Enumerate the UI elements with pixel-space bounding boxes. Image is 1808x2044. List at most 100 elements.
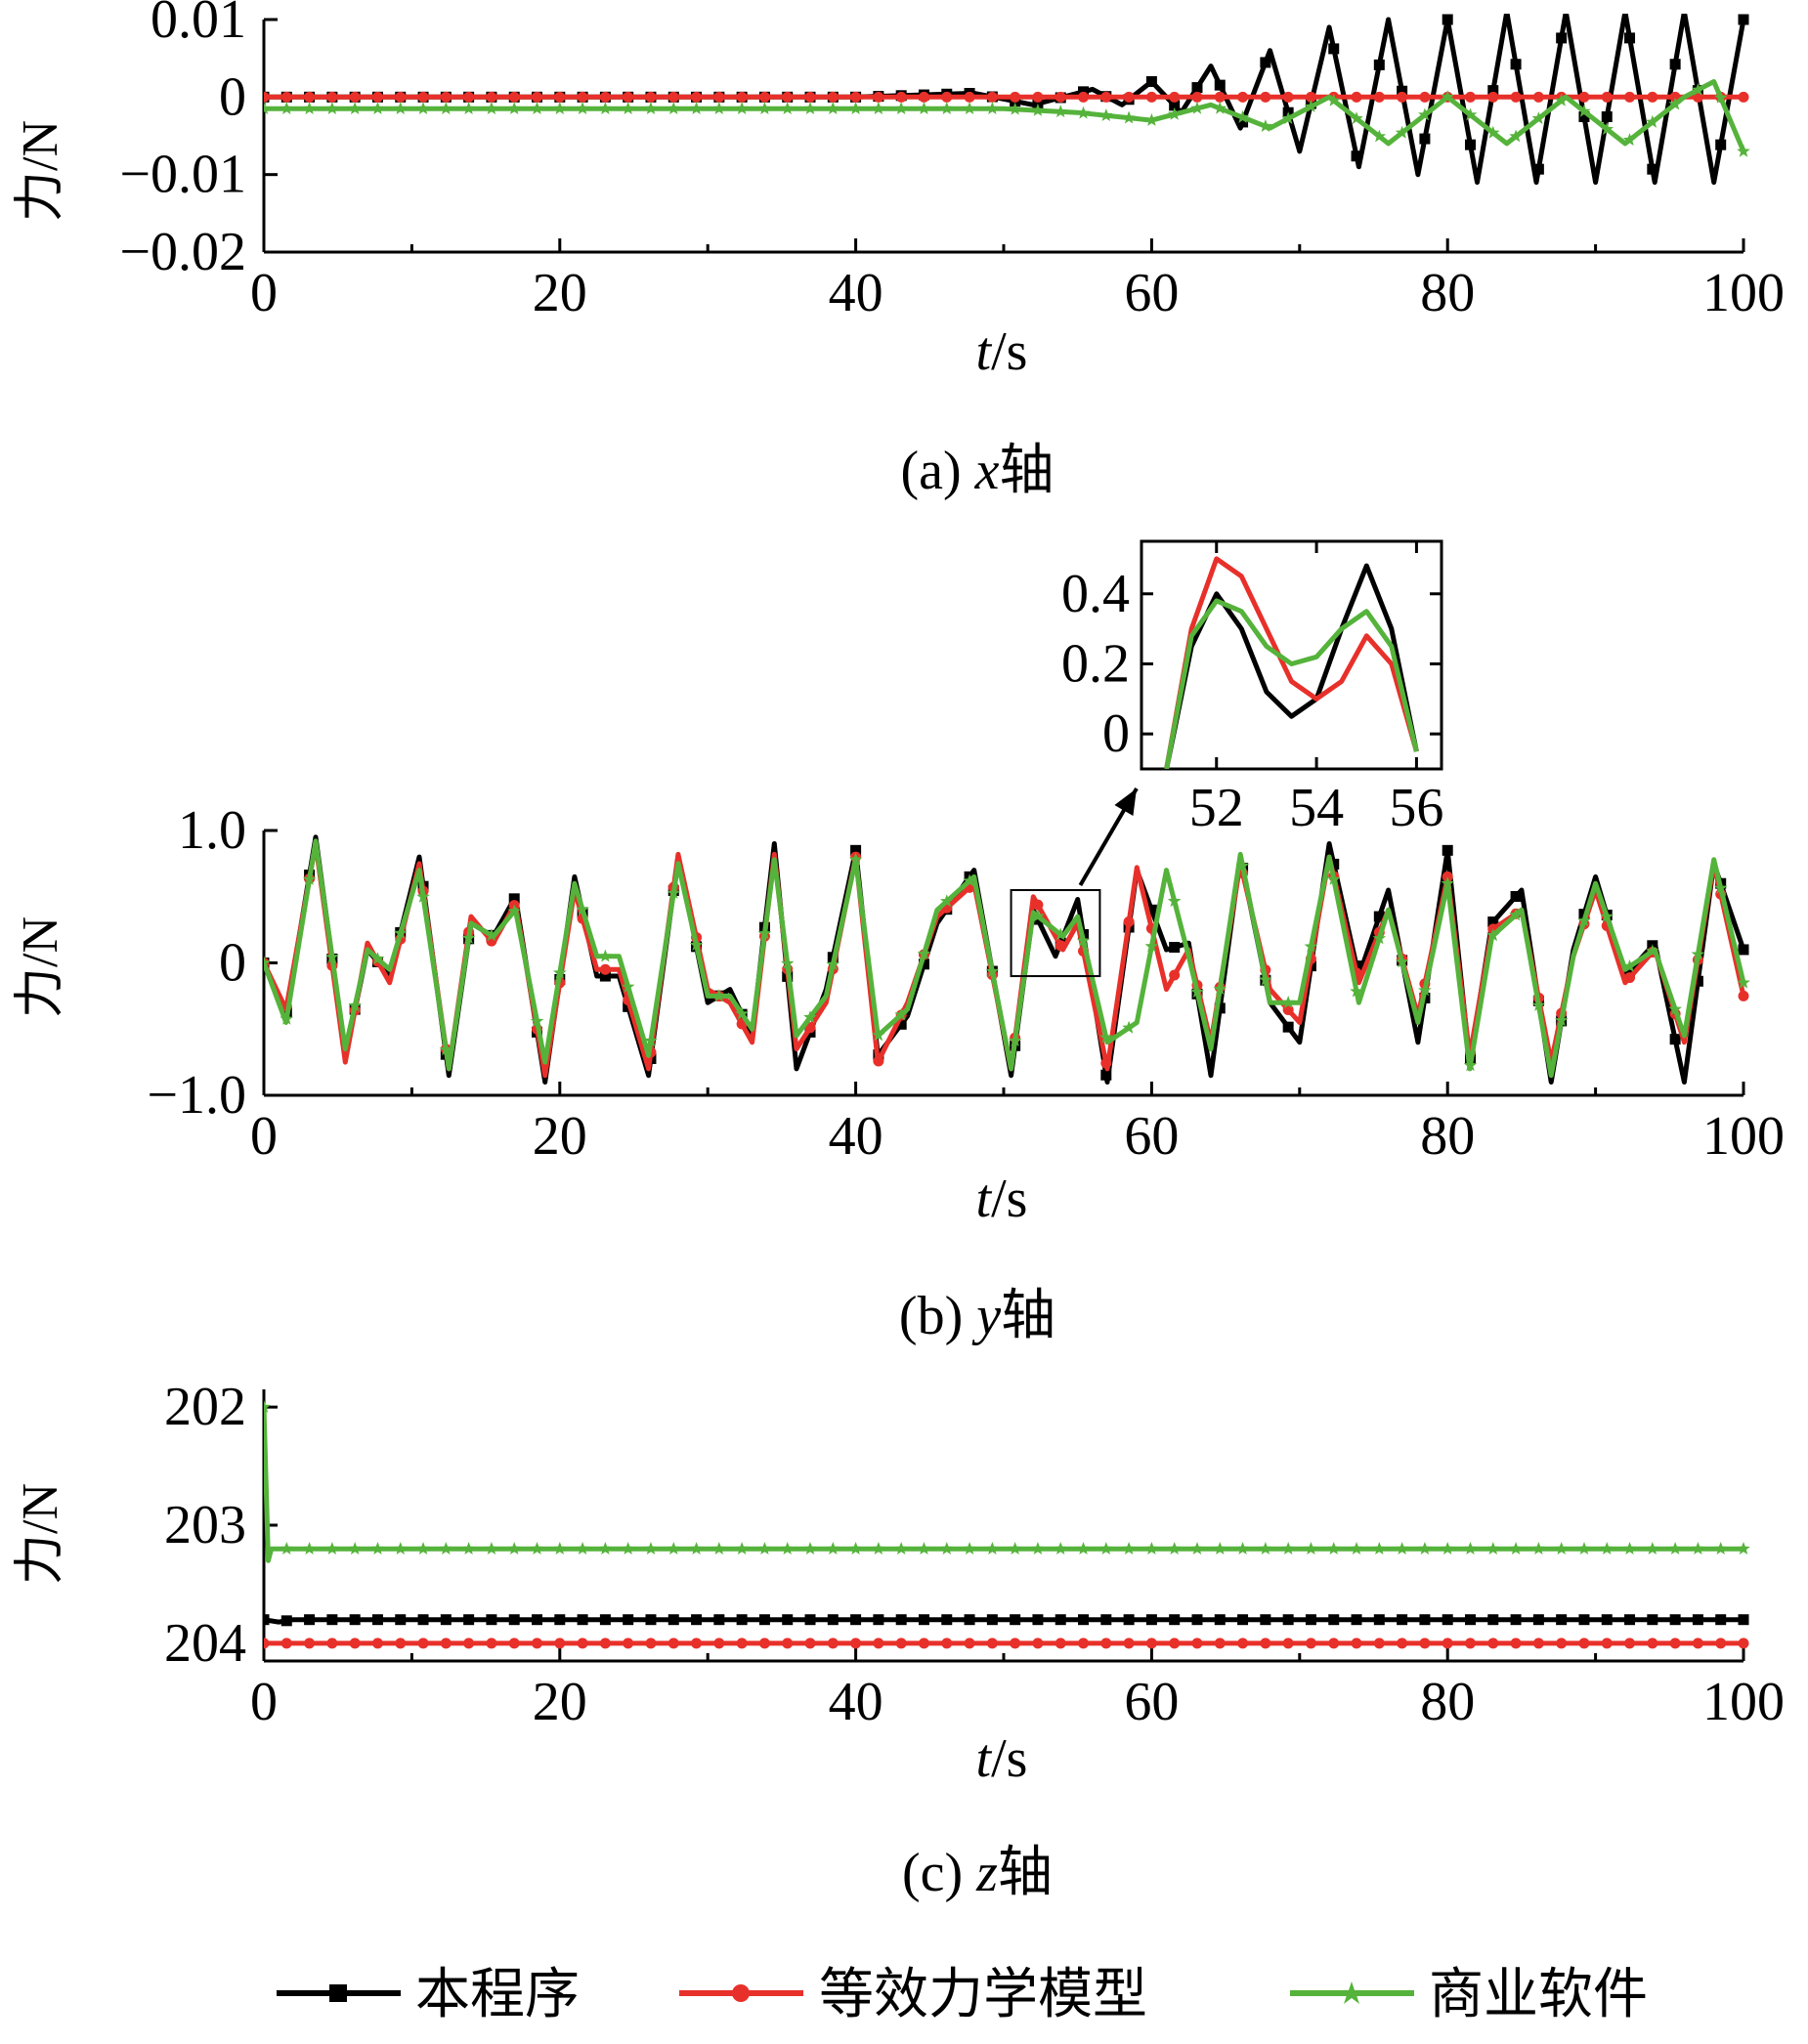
marker-square [918, 958, 929, 970]
marker-star [576, 1542, 589, 1554]
marker-square [1260, 1614, 1271, 1626]
marker-square [1373, 911, 1385, 922]
marker-square [1214, 79, 1226, 91]
marker-star [757, 1542, 772, 1554]
marker-circle [1624, 91, 1636, 103]
marker-star [1235, 858, 1250, 872]
legend-label-1: 等效力学模型 [819, 1965, 1147, 2025]
marker-square [964, 1614, 975, 1626]
x-tick-label: 80 [1420, 1672, 1475, 1732]
marker-star [264, 956, 271, 969]
marker-circle [1123, 91, 1135, 103]
marker-circle [964, 91, 975, 103]
y-tick-label: 203 [164, 1495, 246, 1555]
marker-star [302, 1542, 317, 1554]
marker-square [1487, 916, 1499, 928]
marker-star [485, 102, 498, 114]
marker-square [1624, 965, 1636, 977]
marker-circle [264, 91, 270, 103]
marker-circle [599, 91, 611, 103]
marker-circle [1169, 91, 1181, 103]
marker-circle [1373, 91, 1385, 103]
x-tick-label: 80 [1420, 1106, 1475, 1167]
marker-square [623, 1614, 634, 1626]
marker-square [941, 1614, 953, 1626]
marker-star [1213, 1542, 1227, 1554]
marker-square [463, 1614, 475, 1626]
marker-star [780, 1542, 795, 1554]
legend-label-0: 本程序 [415, 1965, 580, 2025]
marker-square [1624, 32, 1636, 44]
legend-marker-circle [732, 1984, 750, 2002]
marker-circle [964, 1638, 975, 1649]
x-tick-label: 60 [1124, 1672, 1179, 1732]
marker-star [1326, 872, 1341, 885]
y-tick-label: 0 [219, 66, 246, 127]
marker-square [1123, 1614, 1135, 1626]
marker-star [1350, 984, 1363, 998]
marker-circle [1145, 91, 1157, 103]
marker-star [1395, 955, 1409, 968]
marker-star [872, 1028, 885, 1042]
marker-square [1601, 1614, 1613, 1626]
marker-star [735, 1542, 749, 1554]
marker-star [1031, 909, 1045, 922]
marker-circle [1601, 1638, 1613, 1649]
marker-square [440, 1614, 452, 1626]
marker-star [1190, 1542, 1204, 1554]
marker-circle [713, 1638, 725, 1649]
inset-y-tick-label: 0 [1102, 703, 1130, 764]
marker-square [554, 1614, 566, 1626]
marker-star [485, 928, 498, 942]
marker-star [1418, 107, 1432, 121]
x-tick-label: 60 [1124, 1106, 1179, 1167]
marker-star [1099, 108, 1113, 121]
marker-star [1554, 1542, 1569, 1554]
marker-star [1463, 1058, 1478, 1072]
x-tick-label: 100 [1702, 263, 1785, 323]
marker-square [1578, 1614, 1590, 1626]
marker-circle [1510, 1638, 1522, 1649]
inset-series-group [1164, 556, 1419, 769]
marker-square [1510, 890, 1522, 902]
marker-circle [873, 91, 884, 103]
marker-star [1713, 1542, 1728, 1554]
marker-star [1737, 144, 1750, 157]
marker-star [1054, 1542, 1067, 1554]
marker-circle [1010, 91, 1021, 103]
marker-star [394, 926, 408, 939]
marker-square [1328, 858, 1340, 870]
marker-square [1169, 942, 1181, 954]
marker-star [461, 102, 476, 114]
marker-star [598, 102, 613, 114]
marker-circle [1214, 91, 1226, 103]
marker-square [326, 1614, 338, 1626]
marker-square [1601, 110, 1613, 122]
marker-square [264, 1614, 270, 1626]
marker-square [1624, 1614, 1636, 1626]
marker-circle [1578, 1638, 1590, 1649]
marker-star [780, 102, 795, 114]
marker-circle [645, 91, 657, 103]
marker-circle [1464, 1638, 1476, 1649]
marker-circle [508, 1638, 520, 1649]
marker-star [1577, 1542, 1591, 1554]
marker-circle [1419, 91, 1431, 103]
marker-circle [1624, 972, 1636, 984]
marker-square [1237, 116, 1249, 128]
marker-circle [623, 91, 634, 103]
marker-star [370, 1542, 385, 1554]
marker-circle [1464, 91, 1476, 103]
marker-square [371, 1614, 383, 1626]
series-group [264, 14, 1750, 186]
marker-square [1464, 139, 1476, 150]
marker-star [598, 1542, 613, 1554]
y-tick-label: 204 [164, 1613, 246, 1674]
marker-star [1577, 104, 1591, 117]
marker-star [803, 102, 817, 114]
marker-circle [782, 91, 794, 103]
marker-star [1008, 1542, 1022, 1554]
marker-star [1326, 1542, 1341, 1554]
